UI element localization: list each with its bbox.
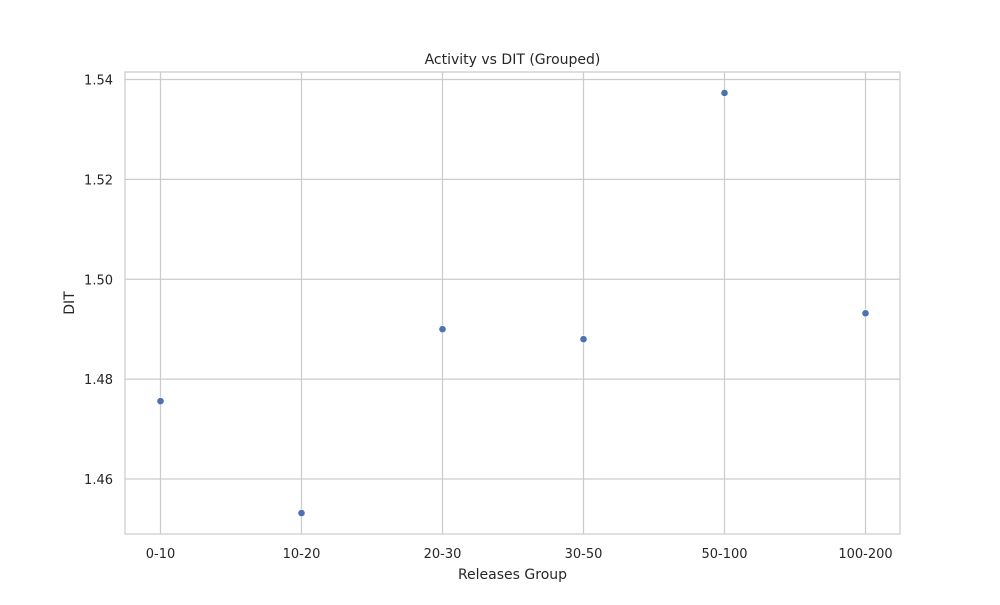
x-axis-ticks: 0-10 10-20 20-30 30-50 50-100 100-200	[146, 547, 893, 562]
data-points	[156, 89, 870, 517]
data-point	[156, 397, 165, 406]
data-point	[297, 509, 306, 517]
data-point	[720, 89, 729, 97]
y-tick-label: 1.54	[84, 73, 113, 88]
plot-area-frame	[124, 71, 901, 535]
data-point	[861, 309, 870, 318]
x-tick-label: 30-50	[565, 547, 603, 562]
data-point	[579, 335, 588, 344]
grid-layer	[125, 72, 900, 534]
y-axis-ticks: 1.46 1.48 1.50 1.52 1.54	[84, 73, 113, 488]
x-tick-label: 100-200	[838, 547, 892, 562]
x-tick-label: 10-20	[283, 547, 321, 562]
chart-title: Activity vs DIT (Grouped)	[425, 52, 601, 68]
x-axis-label: Releases Group	[458, 567, 567, 583]
y-axis-label: DIT	[62, 291, 78, 315]
y-tick-label: 1.52	[84, 173, 113, 188]
y-tick-label: 1.48	[84, 373, 113, 388]
x-tick-label: 50-100	[701, 547, 747, 562]
y-tick-label: 1.46	[84, 473, 113, 488]
data-point	[438, 325, 447, 334]
y-tick-label: 1.50	[84, 273, 113, 288]
x-tick-label: 20-30	[424, 547, 462, 562]
x-tick-label: 0-10	[146, 547, 176, 562]
